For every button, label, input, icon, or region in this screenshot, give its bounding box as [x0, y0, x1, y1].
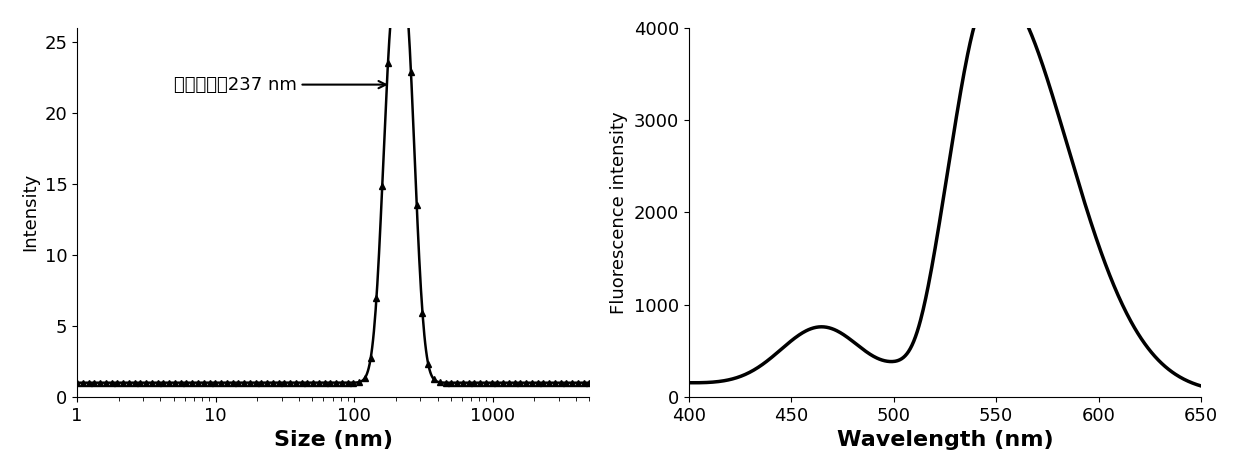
- X-axis label: Size (nm): Size (nm): [274, 430, 393, 450]
- Text: 粒径大小为237 nm: 粒径大小为237 nm: [173, 76, 385, 94]
- X-axis label: Wavelength (nm): Wavelength (nm): [836, 430, 1053, 450]
- Y-axis label: Fluorescence intensity: Fluorescence intensity: [611, 111, 628, 314]
- Y-axis label: Intensity: Intensity: [21, 173, 38, 252]
